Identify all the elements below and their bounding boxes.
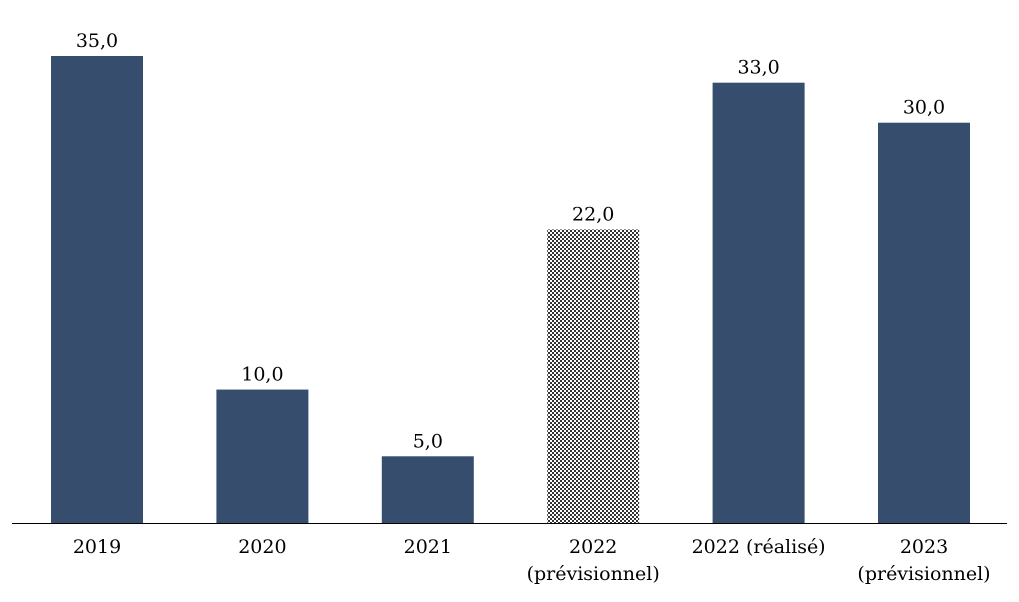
data-label: 22,0: [572, 203, 614, 225]
bar: [878, 122, 970, 523]
x-tick-label: 2019: [73, 536, 121, 558]
bar: [51, 56, 143, 523]
data-label: 33,0: [737, 57, 779, 79]
data-label: 5,0: [413, 430, 443, 452]
data-label: 10,0: [241, 364, 283, 386]
x-tick-label: 2021: [404, 536, 452, 558]
x-tick-label: 2023: [900, 536, 948, 558]
bar: [712, 82, 805, 523]
bar: [381, 456, 474, 523]
labels: 35,0 2019 10,0 2020 5,0 2021 22,0 2022 (prévisio…: [73, 30, 991, 585]
x-tick-label: 2022 (réalisé): [692, 536, 826, 558]
x-tick-label: 2020: [238, 536, 286, 558]
bar: [216, 389, 309, 523]
x-tick-label: 2022: [569, 536, 617, 558]
bar: [547, 229, 640, 523]
x-tick-label: (prévisionnel): [527, 563, 660, 585]
x-tick-label: (prévisionnel): [857, 563, 990, 585]
bars: [51, 56, 970, 523]
data-label: 30,0: [903, 97, 945, 119]
data-label: 35,0: [76, 30, 118, 52]
